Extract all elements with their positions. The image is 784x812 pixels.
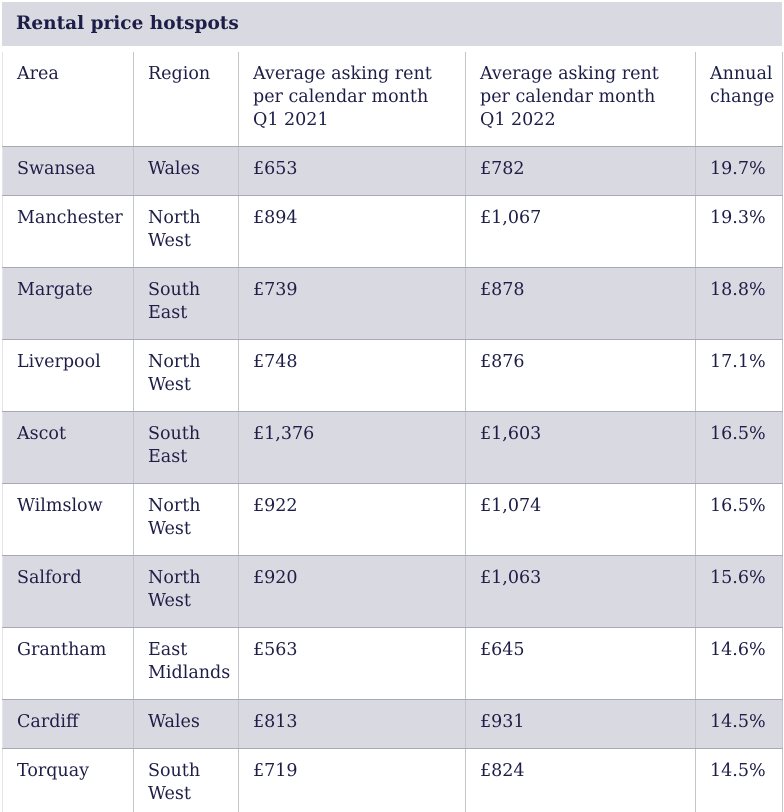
- cell-region: East Midlands: [133, 627, 239, 700]
- cell-rent-q1-2021: £748: [238, 339, 466, 412]
- cell-area: Ascot: [2, 411, 134, 484]
- cell-rent-q1-2021: £922: [238, 483, 466, 556]
- cell-area: Manchester: [2, 195, 134, 268]
- column-header-rent-q1-2021: Average asking rent per calendar month Q…: [238, 52, 466, 147]
- cell-annual-change: 14.5%: [695, 748, 783, 812]
- cell-area: Swansea: [2, 146, 134, 196]
- table-row: Margate South East £739 £878 18.8%: [2, 267, 783, 340]
- cell-region: Wales: [133, 699, 239, 749]
- cell-region: South East: [133, 411, 239, 484]
- cell-annual-change: 16.5%: [695, 483, 783, 556]
- cell-annual-change: 16.5%: [695, 411, 783, 484]
- table-row: Salford North West £920 £1,063 15.6%: [2, 555, 783, 628]
- table-row: Liverpool North West £748 £876 17.1%: [2, 339, 783, 412]
- cell-area: Torquay: [2, 748, 134, 812]
- table-row: Wilmslow North West £922 £1,074 16.5%: [2, 483, 783, 556]
- cell-region: North West: [133, 483, 239, 556]
- cell-rent-q1-2021: £653: [238, 146, 466, 196]
- table-row: Swansea Wales £653 £782 19.7%: [2, 146, 783, 196]
- cell-rent-q1-2022: £1,067: [465, 195, 696, 268]
- cell-rent-q1-2022: £876: [465, 339, 696, 412]
- table-row: Cardiff Wales £813 £931 14.5%: [2, 699, 783, 749]
- cell-annual-change: 14.5%: [695, 699, 783, 749]
- cell-rent-q1-2021: £813: [238, 699, 466, 749]
- cell-annual-change: 19.3%: [695, 195, 783, 268]
- table-body: Swansea Wales £653 £782 19.7% Manchester North…: [2, 146, 783, 812]
- cell-area: Margate: [2, 267, 134, 340]
- cell-rent-q1-2022: £1,063: [465, 555, 696, 628]
- cell-annual-change: 15.6%: [695, 555, 783, 628]
- column-header-region: Region: [133, 52, 239, 147]
- table-row: Ascot South East £1,376 £1,603 16.5%: [2, 411, 783, 484]
- cell-rent-q1-2021: £719: [238, 748, 466, 812]
- cell-area: Wilmslow: [2, 483, 134, 556]
- cell-rent-q1-2021: £920: [238, 555, 466, 628]
- table-title: Rental price hotspots: [2, 2, 782, 46]
- cell-rent-q1-2021: £563: [238, 627, 466, 700]
- cell-rent-q1-2021: £1,376: [238, 411, 466, 484]
- cell-region: Wales: [133, 146, 239, 196]
- cell-region: North West: [133, 195, 239, 268]
- column-header-rent-q1-2022: Average asking rent per calendar month Q…: [465, 52, 696, 147]
- cell-rent-q1-2022: £931: [465, 699, 696, 749]
- cell-rent-q1-2021: £739: [238, 267, 466, 340]
- cell-annual-change: 18.8%: [695, 267, 783, 340]
- table-row: Manchester North West £894 £1,067 19.3%: [2, 195, 783, 268]
- cell-annual-change: 17.1%: [695, 339, 783, 412]
- cell-region: North West: [133, 339, 239, 412]
- cell-area: Cardiff: [2, 699, 134, 749]
- table-row: Torquay South West £719 £824 14.5%: [2, 748, 783, 812]
- cell-region: South West: [133, 748, 239, 812]
- cell-area: Grantham: [2, 627, 134, 700]
- rental-price-table: Area Region Average asking rent per cale…: [2, 52, 783, 812]
- cell-rent-q1-2022: £782: [465, 146, 696, 196]
- cell-rent-q1-2022: £1,074: [465, 483, 696, 556]
- cell-area: Salford: [2, 555, 134, 628]
- column-header-area: Area: [2, 52, 134, 147]
- cell-rent-q1-2022: £645: [465, 627, 696, 700]
- header-row: Area Region Average asking rent per cale…: [2, 52, 783, 147]
- cell-rent-q1-2022: £1,603: [465, 411, 696, 484]
- table-header: Area Region Average asking rent per cale…: [2, 52, 783, 147]
- cell-region: North West: [133, 555, 239, 628]
- cell-rent-q1-2022: £878: [465, 267, 696, 340]
- cell-rent-q1-2021: £894: [238, 195, 466, 268]
- cell-annual-change: 19.7%: [695, 146, 783, 196]
- table-row: Grantham East Midlands £563 £645 14.6%: [2, 627, 783, 700]
- cell-annual-change: 14.6%: [695, 627, 783, 700]
- cell-rent-q1-2022: £824: [465, 748, 696, 812]
- column-header-annual-change: Annual change: [695, 52, 783, 147]
- cell-area: Liverpool: [2, 339, 134, 412]
- cell-region: South East: [133, 267, 239, 340]
